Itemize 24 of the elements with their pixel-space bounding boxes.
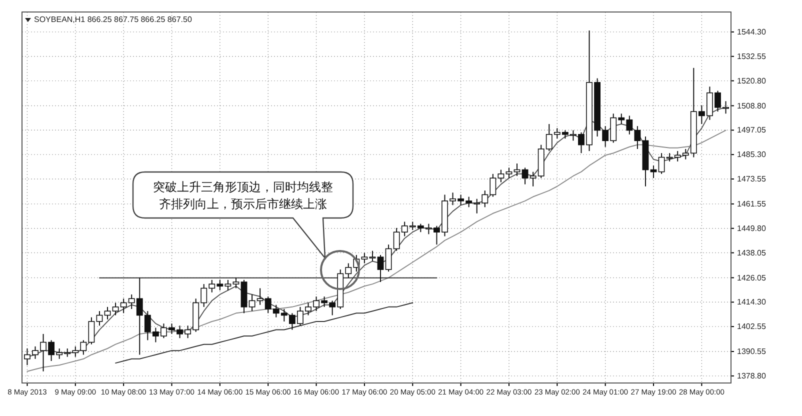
chart-title: SOYBEAN,H1 866.25 867.75 866.25 867.50 (34, 15, 192, 24)
y-tick-label: 1378.80 (737, 371, 766, 380)
candlestick (232, 277, 240, 289)
y-tick-label: 1520.80 (737, 76, 766, 86)
candlestick (369, 250, 376, 262)
y-tick-label: 1390.55 (737, 347, 766, 356)
y-tick-label: 1461.55 (737, 200, 766, 209)
y-tick-label: 1473.55 (737, 174, 766, 184)
y-tick-label: 1532.55 (737, 52, 766, 61)
y-tick-label: 1438.05 (737, 248, 766, 258)
annotation: 突破上升三角形顶边，同时均线整齐排列向上，预示后市继续上涨 (153, 180, 333, 211)
y-tick-label: 1497.05 (737, 126, 766, 135)
y-tick-label: 1402.55 (737, 322, 766, 332)
candlestick (506, 167, 512, 179)
candlestick (377, 254, 384, 282)
candlestick (104, 306, 111, 320)
y-tick-label: 1414.30 (737, 298, 766, 307)
line-series (115, 302, 414, 364)
y-tick-label: 1544.30 (737, 28, 766, 37)
y-tick-label: 1449.80 (737, 224, 766, 233)
y-tick-label: 1508.80 (737, 101, 766, 110)
y-tick-label: 1485.30 (737, 150, 766, 160)
y-tick-label: 1426.05 (737, 273, 766, 282)
candlestick (96, 310, 103, 326)
